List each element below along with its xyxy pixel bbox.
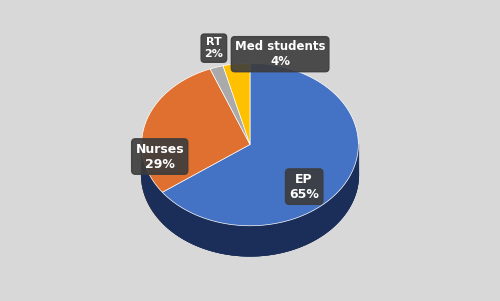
Polygon shape [162,145,358,256]
Text: Med students
4%: Med students 4% [235,40,326,68]
Polygon shape [142,144,358,256]
Polygon shape [142,144,163,222]
Text: RT
2%: RT 2% [204,37,224,59]
Polygon shape [162,63,358,226]
Polygon shape [142,93,358,256]
Polygon shape [142,69,250,192]
Polygon shape [210,66,250,144]
Text: Nurses
29%: Nurses 29% [136,142,184,171]
Text: EP
65%: EP 65% [289,172,319,201]
Polygon shape [223,63,250,144]
